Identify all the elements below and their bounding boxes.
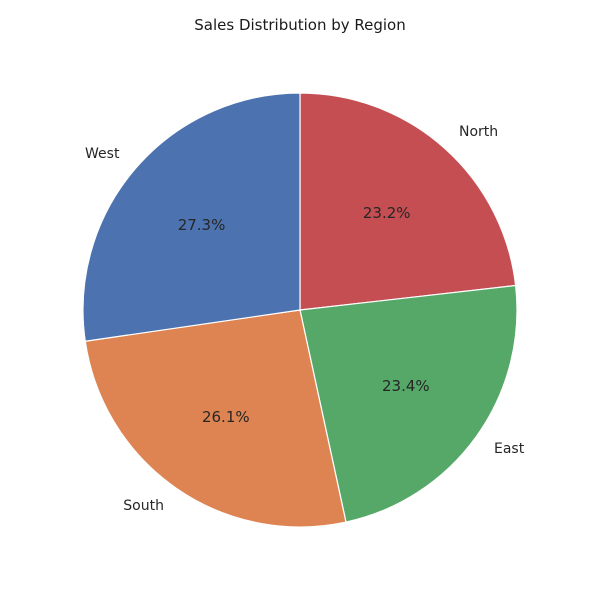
pie-slice-east — [299, 284, 518, 523]
chart-title: Sales Distribution by Region — [194, 16, 406, 34]
slice-label-north: North — [459, 124, 498, 140]
slice-label-west: West — [85, 146, 120, 162]
slice-percent-south: 26.1% — [202, 408, 250, 426]
slice-label-south: South — [123, 498, 164, 514]
slice-percent-east: 23.4% — [382, 377, 430, 395]
pie-slice-north — [299, 92, 517, 311]
slice-percent-west: 27.3% — [178, 216, 226, 234]
pie-slices — [82, 92, 518, 528]
pie-slice-south — [84, 309, 347, 528]
pie-labels: North 23.2% East 23.4% South 26.1% West 27.3% — [85, 124, 525, 514]
pie-slice-west — [82, 92, 301, 342]
slice-label-east: East — [494, 441, 525, 457]
slice-percent-north: 23.2% — [363, 204, 411, 222]
